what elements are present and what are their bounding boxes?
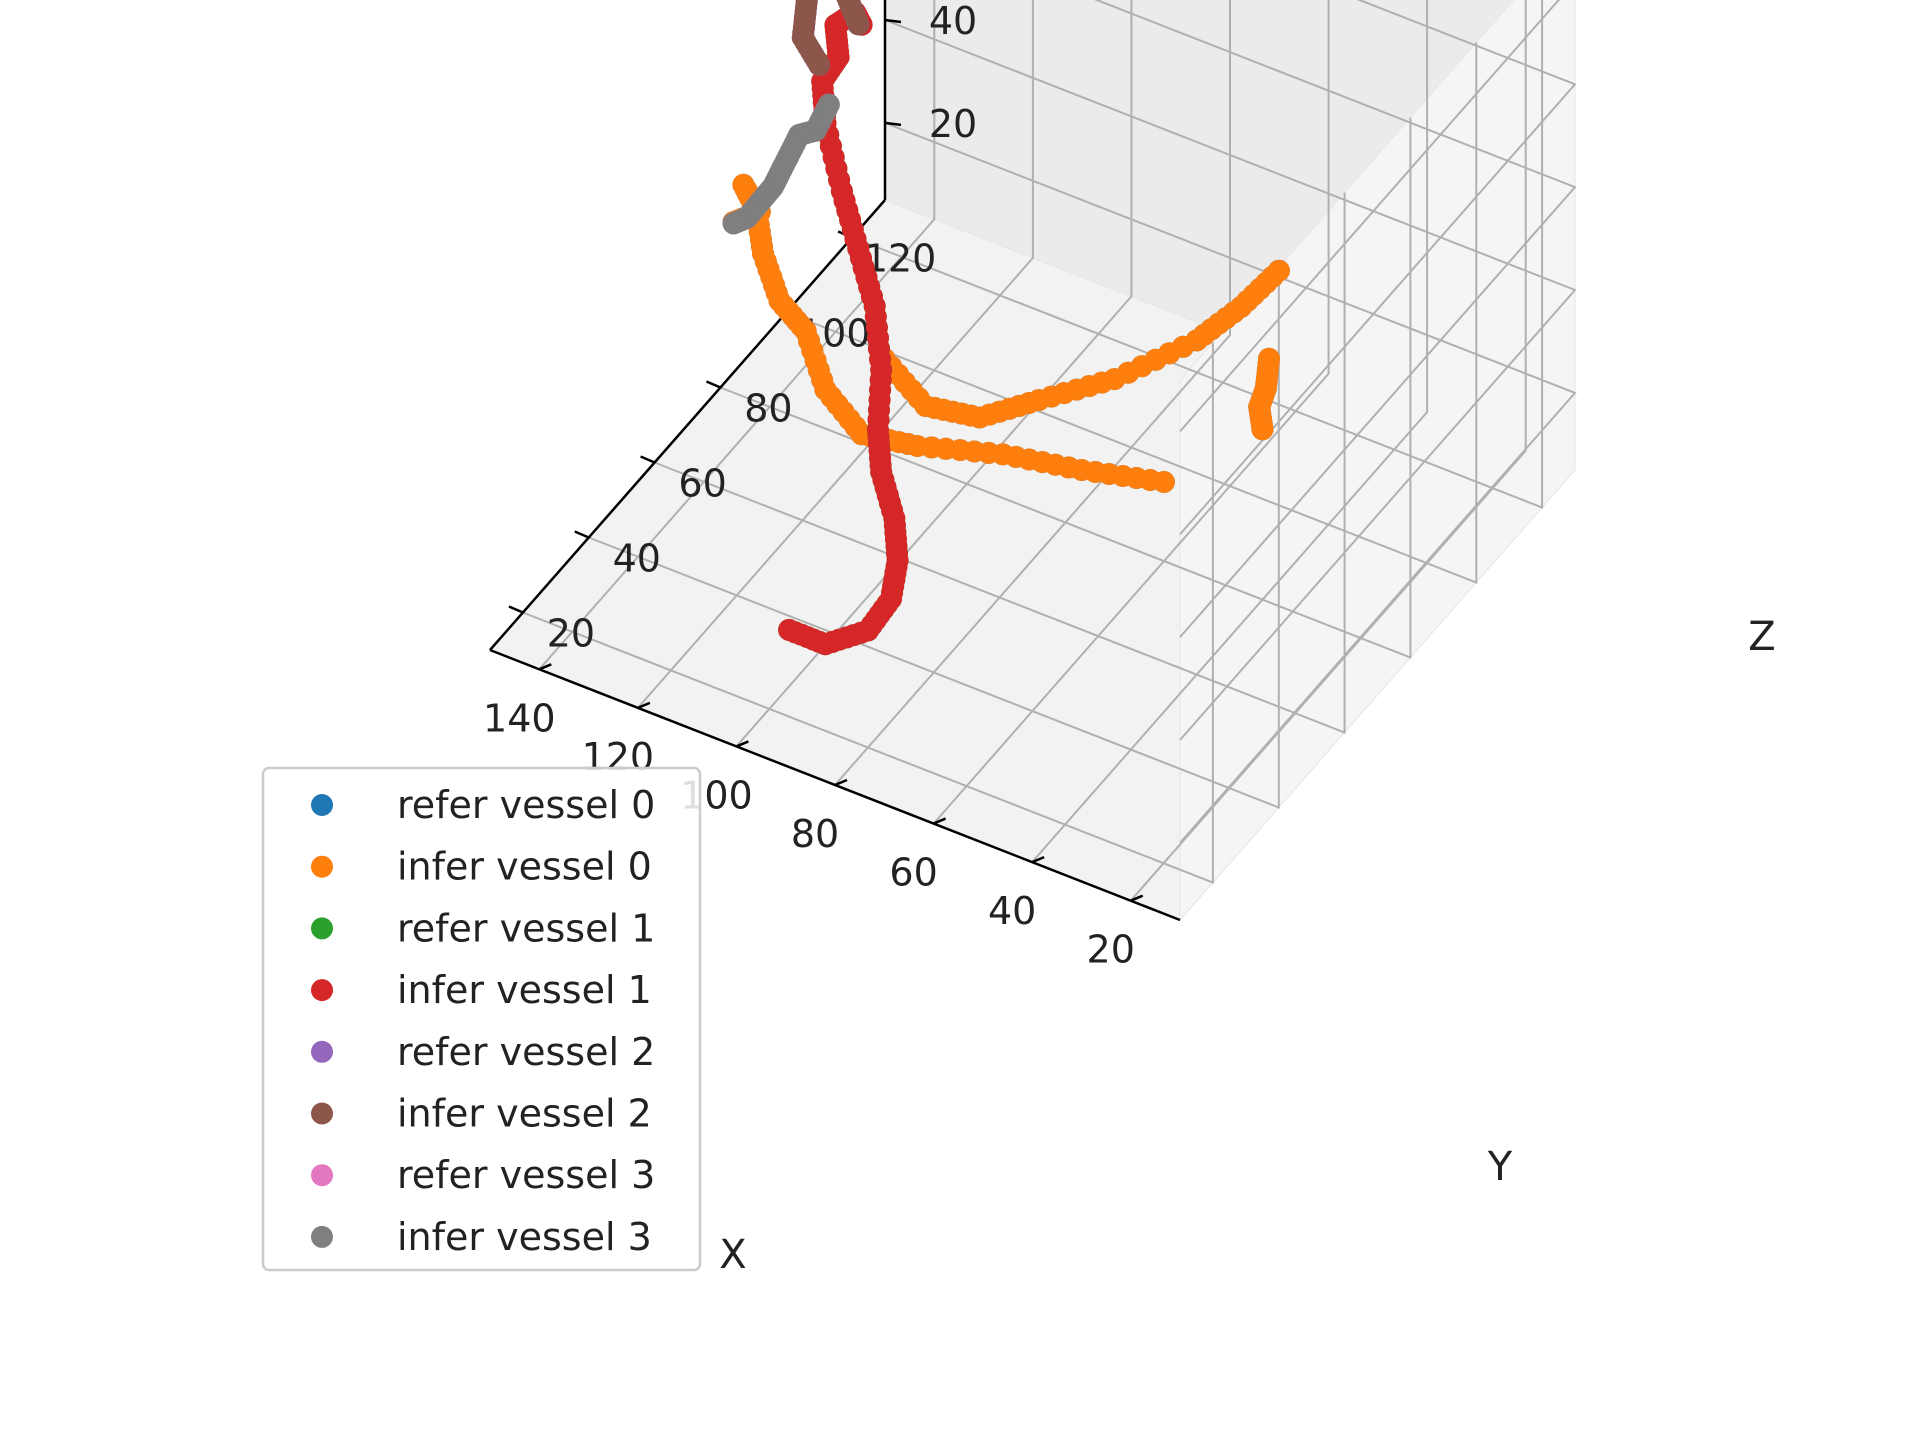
y-axis-label: Y <box>1487 1144 1513 1190</box>
legend-label: infer vessel 0 <box>397 845 652 889</box>
grid-line-z <box>884 19 1577 741</box>
grid-line-x <box>1129 0 1527 902</box>
legend-marker <box>311 1102 333 1125</box>
grid-line-x <box>1031 0 1429 863</box>
y-tick-mark <box>508 605 524 614</box>
x-tick-label: 40 <box>988 889 1036 933</box>
grid-line-x <box>538 0 936 670</box>
z-tick-label: 20 <box>929 102 977 146</box>
series-infer-vessel-3 <box>722 93 840 235</box>
grid-lines <box>522 0 1577 902</box>
x-tick-mark <box>735 740 749 748</box>
y-tick-mark <box>705 380 721 389</box>
grid-line-y <box>720 117 1412 659</box>
data-point <box>808 53 831 76</box>
y-tick-mark <box>574 530 590 539</box>
legend-marker <box>311 1164 333 1187</box>
x-tick-label: 20 <box>1087 928 1135 972</box>
grid-line-y <box>588 267 1280 809</box>
y-tick-label: 20 <box>547 612 595 656</box>
z-axis-label: Z <box>1748 614 1775 660</box>
y-tick-label: 40 <box>613 537 661 581</box>
x-tick-mark <box>538 663 552 671</box>
y-tick-label: 60 <box>678 462 726 506</box>
legend-marker <box>311 794 333 816</box>
data-point <box>1258 347 1280 370</box>
x-tick-mark <box>1031 855 1045 864</box>
x-tick-label: 140 <box>483 696 556 740</box>
z-tick-mark <box>884 18 902 24</box>
x-tick-mark <box>1130 894 1144 902</box>
data-points <box>722 0 1290 656</box>
legend-marker <box>311 979 333 1002</box>
series-infer-vessel-0 <box>722 173 1290 493</box>
series-infer-vessel-2 <box>791 0 870 76</box>
x-tick-mark <box>933 817 947 825</box>
z-tick-mark <box>884 121 902 127</box>
legend-marker <box>311 917 333 940</box>
legend-box <box>261 766 702 1272</box>
grid-line-x <box>834 0 1231 786</box>
legend-marker <box>311 1040 333 1063</box>
x-tick-label: 80 <box>791 812 839 856</box>
legend-label: infer vessel 3 <box>397 1215 652 1259</box>
grid-line-x <box>735 0 1133 748</box>
legend-label: infer vessel 1 <box>397 968 652 1012</box>
x-tick-mark <box>834 778 848 787</box>
grid-line-z <box>1094 0 1577 638</box>
legend-label: refer vessel 3 <box>397 1153 655 1197</box>
legend-label: refer vessel 1 <box>397 906 655 950</box>
grid-line-z <box>1179 0 1577 535</box>
data-point <box>778 618 801 641</box>
legend-label: refer vessel 0 <box>397 783 655 827</box>
grid-line-x <box>637 0 1034 709</box>
legend-marker <box>311 855 333 878</box>
y-tick-label: 80 <box>744 387 792 431</box>
legend: refer vessel 0 infer vessel 0 refer vessel… <box>261 766 702 1272</box>
grid-line-x <box>932 0 1330 825</box>
grid-line-z <box>1179 0 1561 433</box>
grid-line-y <box>851 0 1544 509</box>
legend-marker <box>311 1225 333 1248</box>
grid-line-y <box>654 192 1346 734</box>
legend-label: refer vessel 2 <box>397 1030 655 1074</box>
x-tick-label: 60 <box>889 851 937 895</box>
data-point <box>837 0 854 4</box>
x-tick-mark <box>637 701 651 710</box>
x-axis-label: X <box>719 1232 746 1278</box>
grid-line-y <box>522 342 1214 884</box>
grid-line-z <box>884 121 1577 844</box>
y-tick-mark <box>640 455 656 464</box>
legend-label: infer vessel 2 <box>397 1092 652 1136</box>
data-point <box>722 212 745 235</box>
y-axis-line <box>489 199 886 651</box>
z-tick-label: 40 <box>929 0 977 43</box>
